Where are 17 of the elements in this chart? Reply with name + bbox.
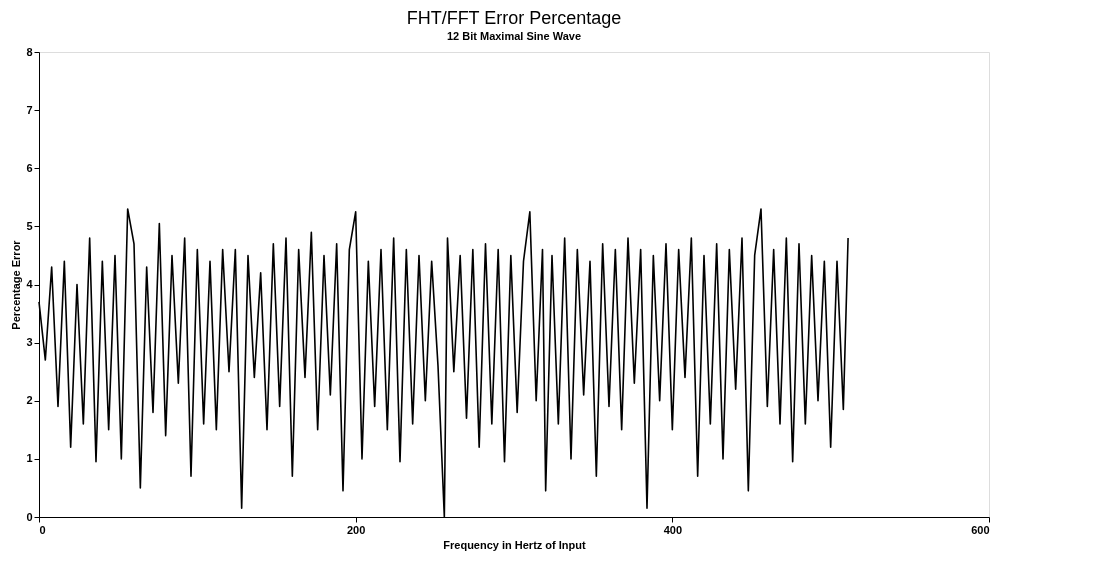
y-tick-label: 6: [26, 161, 33, 174]
y-tick-label: 7: [26, 103, 33, 116]
y-tick-label: 5: [26, 219, 33, 232]
y-tick-label: 1: [26, 452, 33, 465]
x-tick-label: 200: [346, 523, 366, 536]
y-tick-label: 0: [26, 510, 33, 523]
y-tick-label: 4: [26, 278, 34, 290]
x-tick-label: 0: [39, 523, 46, 536]
y-tick-label: 8: [26, 45, 33, 58]
chart-subtitle: 12 Bit Maximal Sine Wave: [446, 30, 582, 42]
x-tick-label: 600: [971, 523, 990, 536]
y-axis-title: Percentage Error: [10, 239, 23, 330]
x-tick-label: 400: [663, 523, 683, 536]
y-tick-label: 2: [26, 394, 33, 407]
chart-title: FHT/FFT Error Percentage: [406, 8, 622, 28]
x-axis-title: Frequency in Hertz of Input: [443, 538, 587, 551]
y-tick-label: 3: [26, 336, 33, 349]
